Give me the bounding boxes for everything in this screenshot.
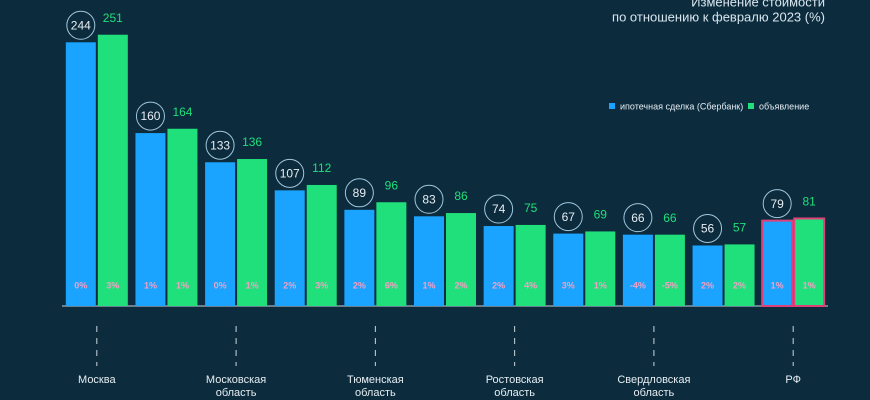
x-tick-label: Ростовская область <box>486 374 544 399</box>
bar <box>135 133 166 306</box>
bar <box>376 202 407 306</box>
x-tick-label: Московская область <box>206 374 266 399</box>
value-badge <box>762 189 792 219</box>
value-label: 89 <box>353 186 367 200</box>
chart-subtitle: по отношению к февралю 2023 (%) <box>612 9 825 24</box>
bar <box>414 216 444 306</box>
legend-label: объявление <box>759 101 809 111</box>
value-badge <box>623 203 653 233</box>
value-label: 75 <box>524 201 538 215</box>
bar <box>97 34 128 306</box>
change-label: 6% <box>385 280 398 290</box>
value-badge <box>275 158 305 188</box>
value-label: 66 <box>631 211 645 225</box>
value-label: 136 <box>242 135 262 149</box>
change-label: 1% <box>176 280 189 290</box>
change-label: 2% <box>701 280 714 290</box>
change-label: 3% <box>562 280 575 290</box>
bar <box>446 213 476 306</box>
value-label: 69 <box>594 208 608 222</box>
bar <box>585 231 616 306</box>
legend-label: ипотечная сделка (Сбербанк) <box>620 101 743 111</box>
change-label: 4% <box>524 280 537 290</box>
x-tick-label: РФ <box>785 374 801 386</box>
change-label: 1% <box>144 280 157 290</box>
change-label: 0% <box>74 280 87 290</box>
bar <box>483 226 514 306</box>
bar <box>344 209 375 306</box>
x-tick-label: Москва <box>78 374 116 386</box>
value-label: 79 <box>771 197 785 211</box>
change-label: 2% <box>454 280 467 290</box>
change-label: 2% <box>283 280 296 290</box>
change-label: 1% <box>594 280 607 290</box>
change-label: -4% <box>630 280 646 290</box>
value-badge <box>66 10 96 40</box>
bar <box>692 245 723 306</box>
bar <box>205 162 236 306</box>
change-label: 2% <box>353 280 366 290</box>
value-label: 244 <box>71 18 91 32</box>
change-label: -5% <box>662 280 678 290</box>
bar <box>724 244 755 306</box>
value-label: 112 <box>312 161 331 175</box>
change-label: 1% <box>803 280 816 290</box>
value-label: 83 <box>422 192 436 206</box>
value-label: 251 <box>103 11 123 25</box>
change-label: 0% <box>214 280 227 290</box>
value-label: 74 <box>492 202 506 216</box>
bar <box>761 219 794 307</box>
value-label: 96 <box>385 178 399 192</box>
value-label: 133 <box>210 138 230 152</box>
value-badge <box>693 213 723 243</box>
change-label: 1% <box>771 280 784 290</box>
value-badge <box>553 202 583 232</box>
value-label: 67 <box>562 210 576 224</box>
legend-swatch <box>748 103 754 109</box>
change-label: 3% <box>106 280 119 290</box>
value-label: 66 <box>663 211 677 225</box>
x-tick-label: Тюменская область <box>347 374 404 399</box>
bar <box>515 224 546 306</box>
bar <box>553 233 584 306</box>
x-tick-label: Свердловская область <box>617 374 690 399</box>
change-label: 3% <box>315 280 328 290</box>
bar <box>167 128 198 306</box>
change-label: 1% <box>246 280 259 290</box>
value-badge <box>344 178 374 208</box>
value-badge <box>135 101 165 131</box>
bar <box>622 234 653 306</box>
bar <box>306 184 337 306</box>
bar <box>65 42 96 307</box>
change-label: 2% <box>492 280 505 290</box>
change-label: 2% <box>733 280 746 290</box>
value-label: 164 <box>172 105 192 119</box>
value-label: 57 <box>733 221 747 235</box>
value-label: 86 <box>454 189 468 203</box>
value-badge <box>205 130 235 160</box>
bar <box>274 190 305 306</box>
change-label: 1% <box>422 280 435 290</box>
bar <box>793 217 826 307</box>
chart-title: Изменение стоимости <box>691 0 825 9</box>
legend-swatch <box>609 103 615 109</box>
bar <box>237 159 268 306</box>
value-badge <box>414 184 444 214</box>
value-label: 81 <box>803 195 817 209</box>
value-label: 160 <box>140 109 160 123</box>
value-label: 107 <box>280 167 300 181</box>
value-label: 56 <box>701 222 715 236</box>
bar <box>654 234 685 306</box>
value-badge <box>484 194 514 224</box>
